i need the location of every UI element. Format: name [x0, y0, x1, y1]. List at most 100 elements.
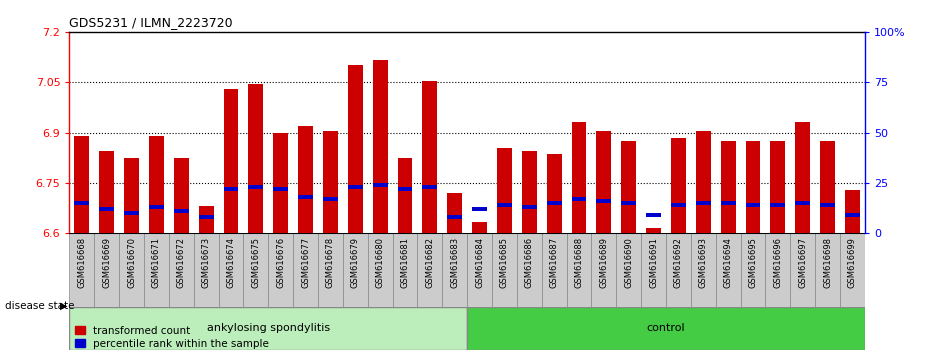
- Bar: [467, 233, 492, 307]
- Bar: [472, 207, 487, 211]
- Bar: [168, 233, 193, 307]
- Text: GSM616697: GSM616697: [798, 237, 808, 288]
- Bar: [840, 233, 865, 307]
- Bar: [467, 307, 865, 350]
- Bar: [392, 233, 417, 307]
- Text: GSM616690: GSM616690: [624, 237, 634, 288]
- Text: disease state: disease state: [5, 301, 74, 311]
- Bar: [398, 187, 413, 191]
- Text: GDS5231 / ILMN_2223720: GDS5231 / ILMN_2223720: [69, 16, 233, 29]
- Bar: [547, 154, 561, 233]
- Bar: [616, 233, 641, 307]
- Text: GSM616693: GSM616693: [698, 237, 708, 288]
- Bar: [622, 201, 636, 205]
- Text: GSM616675: GSM616675: [252, 237, 260, 288]
- Bar: [641, 233, 666, 307]
- Bar: [248, 185, 264, 189]
- Bar: [343, 233, 368, 307]
- Text: GSM616688: GSM616688: [574, 237, 584, 288]
- Text: GSM616698: GSM616698: [823, 237, 832, 288]
- Bar: [298, 195, 313, 199]
- Bar: [845, 190, 860, 233]
- Bar: [845, 213, 860, 217]
- Bar: [591, 233, 616, 307]
- Bar: [368, 233, 392, 307]
- Text: GSM616695: GSM616695: [748, 237, 758, 288]
- Bar: [741, 233, 766, 307]
- Bar: [398, 158, 413, 233]
- Bar: [746, 141, 760, 233]
- Bar: [721, 141, 735, 233]
- Text: GSM616676: GSM616676: [277, 237, 285, 288]
- Bar: [99, 151, 114, 233]
- Bar: [348, 185, 363, 189]
- Text: GSM616685: GSM616685: [500, 237, 509, 288]
- Bar: [124, 158, 139, 233]
- Bar: [771, 203, 785, 207]
- Bar: [373, 61, 388, 233]
- Bar: [199, 206, 214, 233]
- Bar: [472, 222, 487, 233]
- Bar: [268, 233, 293, 307]
- Text: GSM616691: GSM616691: [649, 237, 658, 288]
- Bar: [790, 233, 815, 307]
- Text: GSM616679: GSM616679: [351, 237, 360, 288]
- Text: GSM616681: GSM616681: [401, 237, 410, 288]
- Bar: [796, 201, 810, 205]
- Bar: [492, 233, 517, 307]
- Bar: [218, 233, 243, 307]
- Text: GSM616672: GSM616672: [177, 237, 186, 288]
- Text: GSM616684: GSM616684: [475, 237, 484, 288]
- Bar: [646, 213, 661, 217]
- Bar: [224, 187, 239, 191]
- Legend: transformed count, percentile rank within the sample: transformed count, percentile rank withi…: [75, 326, 269, 349]
- Bar: [771, 141, 785, 233]
- Bar: [293, 233, 318, 307]
- Bar: [323, 131, 338, 233]
- Bar: [174, 209, 189, 213]
- Bar: [174, 158, 189, 233]
- Bar: [69, 307, 467, 350]
- Text: GSM616680: GSM616680: [376, 237, 385, 288]
- Bar: [199, 215, 214, 219]
- Text: GSM616669: GSM616669: [102, 237, 111, 288]
- Text: GSM616696: GSM616696: [773, 237, 783, 288]
- Bar: [497, 203, 512, 207]
- Bar: [796, 122, 810, 233]
- Bar: [716, 233, 741, 307]
- Bar: [542, 233, 566, 307]
- Bar: [69, 233, 94, 307]
- Bar: [417, 233, 442, 307]
- Bar: [224, 89, 239, 233]
- Bar: [193, 233, 218, 307]
- Bar: [696, 201, 710, 205]
- Bar: [144, 233, 168, 307]
- Bar: [99, 207, 114, 211]
- Bar: [348, 65, 363, 233]
- Bar: [597, 199, 611, 203]
- Text: GSM616683: GSM616683: [450, 237, 459, 288]
- Bar: [448, 215, 462, 219]
- Bar: [820, 141, 835, 233]
- Text: GSM616671: GSM616671: [152, 237, 161, 288]
- Bar: [820, 203, 835, 207]
- Text: control: control: [647, 324, 685, 333]
- Text: GSM616674: GSM616674: [227, 237, 236, 288]
- Bar: [298, 126, 313, 233]
- Bar: [721, 201, 735, 205]
- Text: GSM616699: GSM616699: [848, 237, 857, 288]
- Bar: [671, 203, 686, 207]
- Bar: [448, 193, 462, 233]
- Bar: [423, 81, 438, 233]
- Bar: [547, 201, 561, 205]
- Bar: [94, 233, 119, 307]
- Bar: [597, 131, 611, 233]
- Bar: [149, 136, 164, 233]
- Bar: [696, 131, 710, 233]
- Bar: [423, 185, 438, 189]
- Text: ankylosing spondylitis: ankylosing spondylitis: [206, 324, 330, 333]
- Bar: [622, 141, 636, 233]
- Bar: [243, 233, 268, 307]
- Bar: [74, 201, 89, 205]
- Bar: [149, 205, 164, 209]
